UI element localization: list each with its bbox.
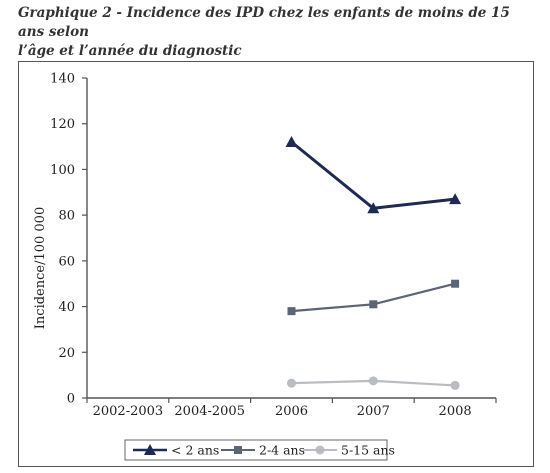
x-tick-label: 2007 xyxy=(357,404,390,419)
y-tick-label: 80 xyxy=(58,209,75,224)
legend-item: 2-4 ans xyxy=(221,443,305,458)
y-tick-label: 140 xyxy=(50,72,75,87)
legend-swatch-marker xyxy=(315,445,325,455)
y-tick-label: 20 xyxy=(58,346,75,361)
data-point xyxy=(367,202,380,214)
y-axis-label: Incidence/100 000 xyxy=(33,207,48,329)
legend-label: 5-15 ans xyxy=(341,443,395,458)
legend-item: < 2 ans xyxy=(133,443,219,458)
data-point xyxy=(450,380,460,390)
data-point xyxy=(287,307,296,316)
y-tick-label: 0 xyxy=(67,392,75,407)
y-tick-label: 60 xyxy=(58,254,75,269)
series-2 xyxy=(287,279,460,316)
chart-caption: Graphique 2 - Incidence des IPD chez les… xyxy=(18,4,538,61)
data-point xyxy=(449,193,462,205)
legend-label: < 2 ans xyxy=(171,443,219,458)
x-axis-ticks: 2002-2003 2004-2005 2006 2007 2008 xyxy=(86,398,497,419)
caption-line-1: Graphique 2 - Incidence des IPD chez les… xyxy=(18,5,510,40)
legend-swatch-marker xyxy=(234,446,242,454)
series-3 xyxy=(287,376,460,390)
y-axis-ticks: 0 20 40 60 80 100 120 140 xyxy=(50,72,87,407)
data-point xyxy=(451,279,460,288)
legend-item: 5-15 ans xyxy=(303,443,395,458)
series-line xyxy=(290,140,456,210)
x-tick-label: 2006 xyxy=(275,404,308,419)
x-tick-label: 2008 xyxy=(439,404,472,419)
y-tick-label: 40 xyxy=(58,300,75,315)
x-tick-label: 2004-2005 xyxy=(174,404,245,419)
legend-swatch-marker xyxy=(144,444,156,455)
y-tick-label: 100 xyxy=(50,163,75,178)
chart-axes xyxy=(86,78,496,399)
series-1 xyxy=(285,136,462,214)
chart-frame xyxy=(18,61,534,467)
y-tick-label: 120 xyxy=(50,117,75,132)
caption-line-2: l’âge et l’année du diagnostic xyxy=(18,43,242,59)
data-point xyxy=(369,300,378,309)
data-point xyxy=(285,136,298,147)
chart-legend: < 2 ans 2-4 ans 5-15 ans xyxy=(124,439,395,461)
data-point xyxy=(287,378,296,388)
x-tick-label: 2002-2003 xyxy=(93,404,164,419)
data-point xyxy=(368,376,378,386)
chart-series xyxy=(285,136,462,390)
legend-label: 2-4 ans xyxy=(259,443,305,458)
legend-box xyxy=(124,439,388,461)
